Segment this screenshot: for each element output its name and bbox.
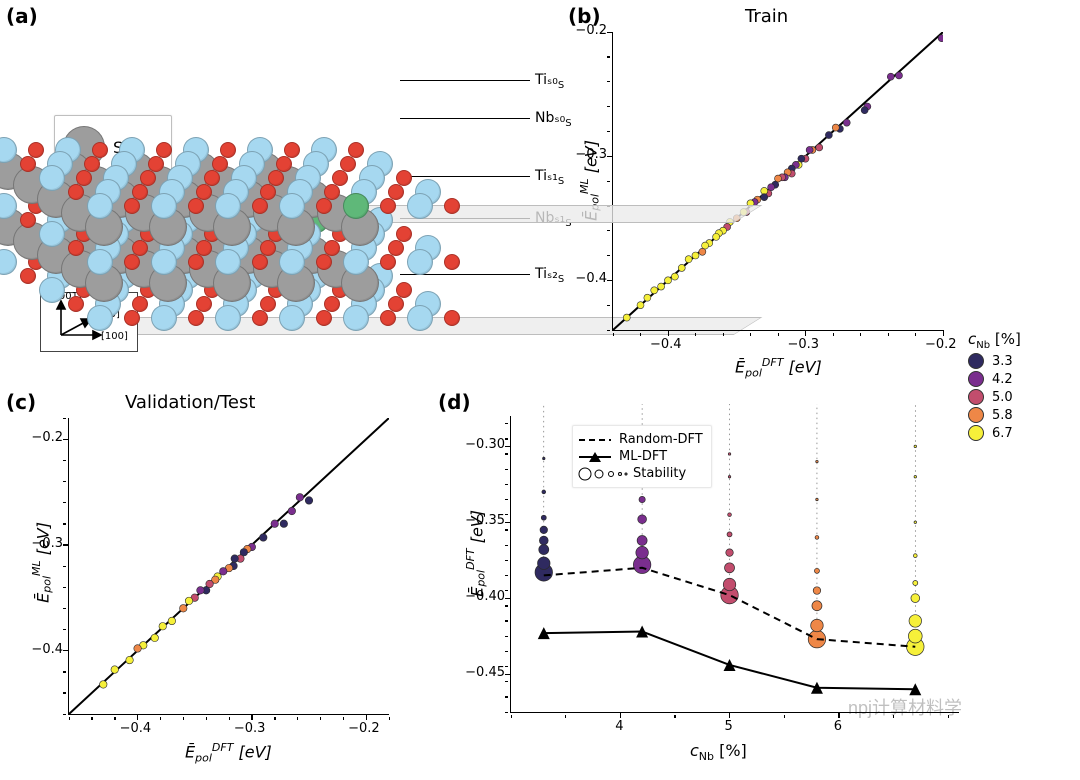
panel-b-plot: −0.4−0.4−0.3−0.3−0.2−0.2 (612, 32, 942, 330)
atom-callout-1: Nbₛ₀S (535, 110, 572, 129)
atom-ti (407, 193, 433, 219)
atom-ti (151, 305, 177, 331)
atom-ti (215, 305, 241, 331)
color-legend: cNb [%] 3.3 4.2 5.0 5.8 6.7 (968, 330, 1068, 443)
atom-ti (0, 249, 17, 275)
atom-o (20, 156, 36, 172)
atom-callout-0: Tiₛ₀S (535, 72, 564, 91)
atom-o (252, 310, 268, 326)
atom-ti (39, 165, 65, 191)
color-legend-item-1: 4.2 (968, 371, 1068, 387)
axis-100-label: [100] (101, 331, 128, 342)
panel-d-xlabel: cNb [%] (690, 741, 747, 763)
atom-ti (279, 305, 305, 331)
atom-o (188, 254, 204, 270)
legend-random-dft: Random-DFT (577, 432, 703, 447)
legend-ml-text: ML-DFT (619, 449, 667, 464)
atom-ti (151, 249, 177, 275)
legend-ml-dft: ML-DFT (577, 449, 703, 464)
atom-o (380, 198, 396, 214)
panel-c-title: Validation/Test (125, 392, 255, 413)
atom-o (444, 254, 460, 270)
color-legend-title: cNb [%] (968, 330, 1068, 351)
atom-callout-4: Tiₛ₂S (535, 266, 564, 285)
atom-o (380, 310, 396, 326)
atom-ti (279, 193, 305, 219)
atom-ti (215, 193, 241, 219)
color-legend-item-4: 6.7 (968, 425, 1068, 441)
atom-ti (279, 249, 305, 275)
atom-ti (39, 221, 65, 247)
atom-o (188, 310, 204, 326)
panel-c-plot: −0.4−0.4−0.3−0.3−0.2−0.2 (68, 418, 388, 714)
panel-b-xlabel: ĒpolDFT [eV] (735, 356, 822, 380)
atom-o (252, 198, 268, 214)
atom-o (316, 198, 332, 214)
atom-o (20, 268, 36, 284)
atom-o (252, 254, 268, 270)
legend-stability: Stability (577, 466, 703, 481)
atom-ti (151, 193, 177, 219)
atom-o (444, 198, 460, 214)
panel-d-legend: Random-DFT ML-DFT Stability (572, 425, 712, 488)
atom-ti (215, 249, 241, 275)
atom-ti (87, 249, 113, 275)
atom-o (20, 212, 36, 228)
atom-o (444, 310, 460, 326)
atom-ti (39, 277, 65, 303)
atom-ti (87, 305, 113, 331)
legend-random-text: Random-DFT (619, 432, 703, 447)
atom-nb (343, 193, 369, 219)
atom-o (380, 254, 396, 270)
atom-o (316, 310, 332, 326)
watermark: npj计算材料学 (848, 694, 962, 720)
panel-b-title: Train (745, 6, 788, 27)
atom-callout-2: Tiₛ₁S (535, 168, 564, 187)
atom-o (188, 198, 204, 214)
atom-o (68, 296, 84, 312)
atom-ti (343, 249, 369, 275)
panel-d-ylabel: ĒpolDFT [eV] (464, 510, 488, 597)
atom-ti (87, 193, 113, 219)
legend-stability-text: Stability (633, 466, 686, 481)
atom-ti (407, 305, 433, 331)
panel-d-label: (d) (438, 390, 471, 414)
atom-o (124, 254, 140, 270)
atom-o (68, 240, 84, 256)
color-legend-item-2: 5.0 (968, 389, 1068, 405)
crystal-panel (30, 18, 550, 348)
atom-o (316, 254, 332, 270)
atom-ti (343, 305, 369, 331)
panel-c-xlabel: ĒpolDFT [eV] (185, 741, 272, 765)
panel-c-ylabel: ĒpolML [eV] (30, 522, 54, 603)
atom-o (124, 310, 140, 326)
color-legend-item-0: 3.3 (968, 353, 1068, 369)
color-legend-item-3: 5.8 (968, 407, 1068, 423)
atom-ti (407, 249, 433, 275)
atom-o (124, 198, 140, 214)
panel-c-label: (c) (6, 390, 36, 414)
atom-o (68, 184, 84, 200)
